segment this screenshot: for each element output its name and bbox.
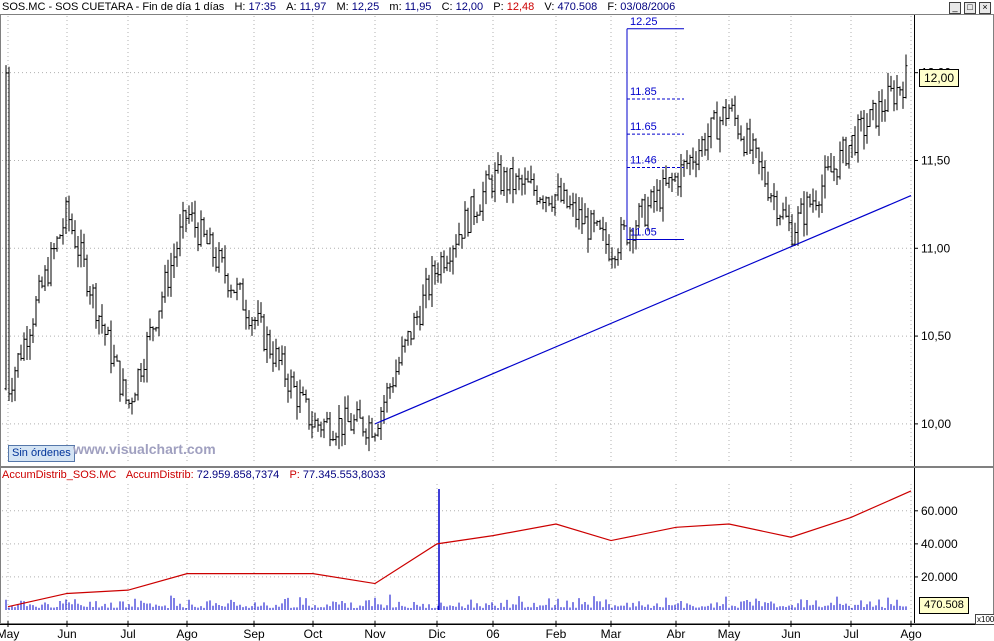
mn-label: m: [389,1,402,13]
price-y-tick-label: 11,50 [921,153,950,167]
h-label: H: [234,1,246,13]
price-y-tick-label: 10,50 [921,329,951,343]
m-label: M: [336,1,349,13]
x-tick-label: Jul [843,627,858,641]
price-y-tick-label: 10,00 [921,417,951,431]
orders-button[interactable]: Sin órdenes [8,445,75,462]
fibonacci-level-label: 12.25 [630,16,658,28]
indicator-value: 72.959.858,7374 [196,469,280,481]
scale-factor-badge: x100 [975,614,994,625]
symbol-title: SOS.MC - SOS CUETARA - Fin de día 1 días [2,1,225,13]
v-value: 470.508 [557,1,598,13]
mn-value: 11,95 [404,1,432,13]
watermark: www.visualchart.com [73,441,216,457]
x-tick-label: Nov [364,627,385,641]
x-tick-label: May [0,627,19,641]
x-tick-label: Sep [243,627,265,641]
price-y-tick-label: 11,00 [921,241,950,255]
current-price-label: 12,00 [919,69,959,87]
p-value: 12,48 [506,1,535,13]
x-tick-label: Jun [57,627,76,641]
fibonacci-level-label: 11.05 [630,227,657,239]
x-tick-label: May [718,627,741,641]
indicator-y-tick-label: 60.000 [921,504,958,518]
x-tick-label: Jul [120,627,135,641]
x-tick-label: Dic [428,627,445,641]
x-tick-label: Mar [601,627,622,641]
indicator-panel-frame [0,467,994,624]
minimize-button[interactable]: _ [949,2,961,14]
fibonacci-level-label: 11.85 [630,86,657,98]
price-panel-frame [0,14,994,467]
indicator-panel-header: AccumDistrib_SOS.MC AccumDistrib: 72.959… [0,468,994,482]
v-label: V: [544,1,555,13]
x-tick-label: Ago [176,627,198,641]
p-label: P: [493,1,504,13]
trendline [374,195,912,425]
x-tick-label: Abr [667,627,686,641]
indicator-p-value: 77.345.553,8033 [302,469,386,481]
price-panel-header: SOS.MC - SOS CUETARA - Fin de día 1 días… [0,0,994,14]
accum-distrib-line [7,490,912,608]
x-tick-label: 06 [486,627,500,641]
x-tick-label: Jun [781,627,800,641]
x-tick-label: Ago [900,627,922,641]
current-volume-label: 470.508 [919,597,969,614]
f-value: 03/08/2006 [620,1,676,13]
a-label: A: [286,1,297,13]
c-value: 12,00 [455,1,484,13]
indicator-name: AccumDistrib_SOS.MC [2,469,117,481]
x-tick-label: Oct [304,627,323,641]
fibonacci-level-label: 11.65 [630,121,657,133]
fibonacci-level-label: 11.46 [630,155,657,167]
maximize-button[interactable]: □ [964,2,976,14]
a-value: 11,97 [299,1,327,13]
c-label: C: [441,1,453,13]
h-value: 17:35 [248,1,277,13]
indicator-p-label: P: [289,469,300,481]
x-tick-label: Feb [546,627,567,641]
m-value: 12,25 [351,1,380,13]
indicator-y-tick-label: 20.000 [921,570,958,584]
indicator-label: AccumDistrib: [125,469,194,481]
close-button[interactable]: × [979,2,991,14]
indicator-y-tick-label: 40.000 [921,537,958,551]
f-label: F: [607,1,618,13]
